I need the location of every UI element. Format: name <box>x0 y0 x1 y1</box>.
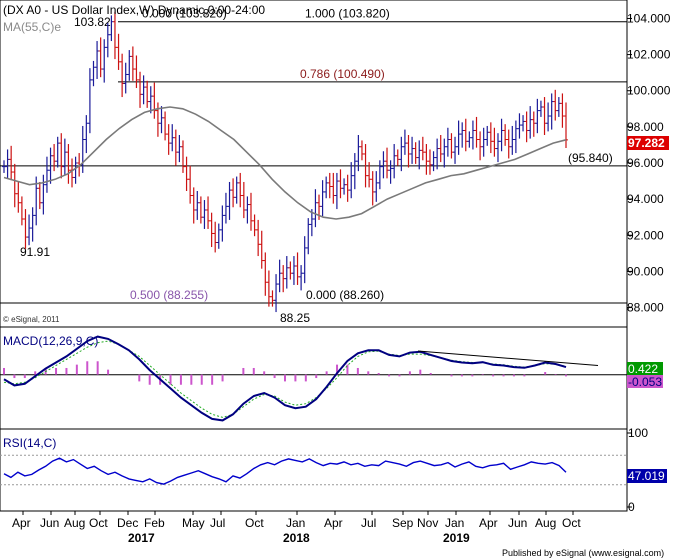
macd-panel-frame <box>0 326 628 430</box>
x-axis-label: Aug <box>535 516 556 530</box>
fib-label-0500: 0.500 (88.255) <box>130 288 208 302</box>
rsi-layer <box>0 454 627 486</box>
footer-credit: Published by eSignal (www.esignal.com) <box>502 548 664 558</box>
macd-title: MACD(12,26,9,C) <box>3 334 98 348</box>
rsi-title: RSI(14,C) <box>3 436 56 450</box>
x-axis-label: Nov <box>417 516 438 530</box>
support-line-label: (95.840) <box>568 151 613 165</box>
x-axis-label: Jun <box>508 516 527 530</box>
price-axis-label: 92.000 <box>627 228 664 242</box>
x-axis-label: Apr <box>324 516 343 530</box>
fib-label-0000-top: 0.000 (103.820) <box>142 7 227 21</box>
x-axis-label: Jun <box>40 516 59 530</box>
x-axis-label: Jul <box>361 516 376 530</box>
rsi-axis-label: 0 <box>628 500 635 514</box>
x-axis-label: Oct <box>562 516 581 530</box>
rsi-line <box>3 457 567 485</box>
fib-label-0000-bottom: 0.000 (88.260) <box>306 288 384 302</box>
x-axis-label: Oct <box>89 516 108 530</box>
x-axis-label: Aug <box>64 516 85 530</box>
x-axis-label: Apr <box>479 516 498 530</box>
x-axis-label: Feb <box>144 516 165 530</box>
price-panel-frame <box>0 0 628 328</box>
last-price-badge <box>627 136 669 150</box>
rsi-panel-frame <box>0 428 628 512</box>
x-axis-label: Apr <box>12 516 31 530</box>
x-axis-label: Jan <box>286 516 305 530</box>
x-axis-label: Jul <box>210 516 225 530</box>
price-axis-label: 90.000 <box>627 264 664 278</box>
annotation-high: 103.82 <box>74 15 111 29</box>
x-axis-label: May <box>182 516 205 530</box>
year-label: 2019 <box>443 531 470 545</box>
x-axis-label: Jan <box>445 516 464 530</box>
macd-value-label: 0.422 <box>628 362 658 376</box>
x-axis-label: Sep <box>392 516 414 530</box>
ma-label: MA(55,C)e <box>3 20 61 34</box>
x-axis-label: Oct <box>245 516 264 530</box>
macd-trendline <box>417 350 599 367</box>
price-axis-label: 98.000 <box>627 120 664 134</box>
price-layer: 1.000 (103.820) 0.000 (103.820) 0.786 (100… <box>0 7 627 325</box>
price-axis-label: 100.000 <box>627 84 671 98</box>
annotation-low-2016: 91.91 <box>20 245 50 259</box>
price-axis-label: 96.000 <box>627 156 664 170</box>
macd-line <box>3 335 567 422</box>
fib-label-1000: 1.000 (103.820) <box>305 7 390 21</box>
macd-layer <box>0 335 627 422</box>
year-label: 2017 <box>128 531 155 545</box>
macd-value-badge <box>627 362 663 375</box>
price-axis-label: 94.000 <box>627 192 664 206</box>
annotation-low-2018: 88.25 <box>280 311 310 325</box>
x-axis-label: Dec <box>117 516 138 530</box>
axis-layer: 88.000 90.000 92.000 94.000 96.000 98.000 100.… <box>12 11 671 545</box>
price-axis-label: 104.000 <box>627 11 671 25</box>
ma-line <box>3 106 567 220</box>
rsi-value-badge <box>627 469 667 483</box>
last-price-label: 97.282 <box>628 136 665 150</box>
signal-value-badge <box>627 375 663 388</box>
rsi-axis-label: 100 <box>628 426 648 440</box>
rsi-value-label: 47.019 <box>628 469 665 483</box>
chart-title: (DX A0 - US Dollar Index,W) Dynamic,0:00… <box>3 3 265 17</box>
watermark: © eSignal, 2011 <box>3 315 60 324</box>
price-axis-label: 102.000 <box>627 48 671 62</box>
signal-value-label: -0.053 <box>628 375 662 389</box>
price-axis-label: 88.000 <box>627 301 664 315</box>
year-label: 2018 <box>283 531 310 545</box>
fib-label-0786: 0.786 (100.490) <box>300 67 385 81</box>
